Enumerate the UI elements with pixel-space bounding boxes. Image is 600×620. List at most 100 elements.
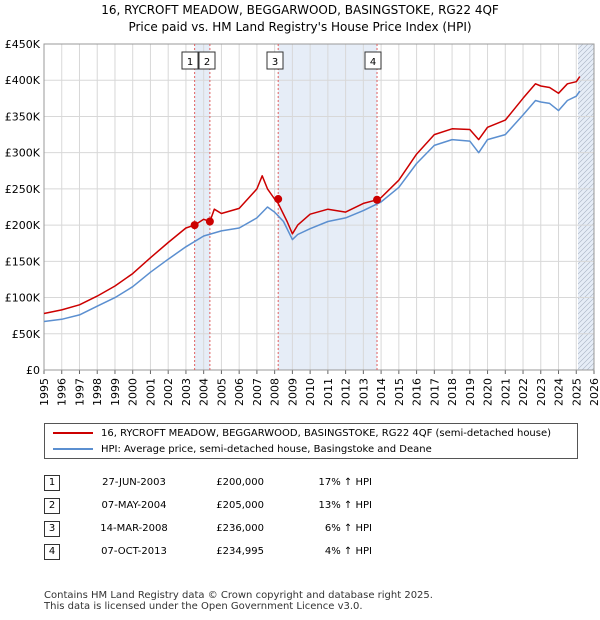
hatch-line: [578, 117, 595, 135]
y-tick-label: £350K: [5, 110, 41, 123]
hatch-line: [578, 302, 595, 320]
hatch-line: [578, 44, 594, 60]
hatch-line: [578, 327, 595, 345]
hatch-line: [578, 212, 595, 230]
sale-marker-label: 3: [272, 57, 278, 68]
x-tick-label: 2018: [446, 378, 459, 406]
y-tick-label: £300K: [5, 147, 41, 160]
hatch-line: [578, 127, 595, 145]
sale-marker-box: [198, 51, 216, 70]
hatch-line: [578, 332, 595, 350]
property-price-line: [43, 76, 581, 315]
sale-point: [274, 195, 283, 204]
hatch-line: [578, 207, 595, 225]
chart-title: 16, RYCROFT MEADOW, BEGGARWOOD, BASINGST…: [101, 3, 499, 17]
sale-point: [373, 195, 382, 204]
hatch-line: [578, 72, 595, 90]
property-line-swatch: [53, 432, 93, 434]
shaded-span: [578, 44, 594, 370]
sale-number-badge: 3: [44, 521, 60, 537]
hatch-line: [578, 44, 579, 45]
sale-date: 27-JUN-2003: [102, 477, 166, 488]
hatch-line: [578, 157, 595, 175]
sale-hpi-diff: 6% ↑ HPI: [324, 523, 372, 534]
sale-price: £205,000: [216, 500, 264, 511]
hatch-line: [578, 152, 595, 170]
x-tick-label: 2024: [553, 378, 566, 406]
sale-point: [190, 221, 199, 230]
hatch-line: [578, 352, 595, 370]
x-tick-label: 2020: [482, 378, 495, 406]
sale-marker-box: [364, 51, 382, 70]
sale-date: 07-MAY-2004: [101, 500, 167, 511]
chart-subtitle: Price paid vs. HM Land Registry's House …: [128, 20, 472, 34]
sale-point: [205, 217, 214, 226]
hatch-line: [578, 167, 595, 185]
x-tick-label: 2015: [393, 378, 406, 406]
y-tick-label: £100K: [5, 292, 41, 305]
x-tick-label: 2008: [269, 378, 282, 406]
hatch-line: [578, 297, 595, 315]
hatch-line: [578, 52, 595, 70]
x-tick-label: 2014: [375, 378, 388, 406]
sale-hpi-diff: 4% ↑ HPI: [324, 546, 372, 557]
hatch-line: [578, 322, 595, 340]
sale-marker-box: [266, 51, 284, 70]
x-tick-label: 2012: [340, 378, 353, 406]
x-tick-label: 2022: [517, 378, 530, 406]
hatch-line: [586, 362, 595, 370]
x-tick-label: 1998: [91, 378, 104, 406]
legend-label-hpi: HPI: Average price, semi-detached house,…: [101, 444, 432, 455]
hatch-line: [578, 182, 595, 200]
x-tick-label: 2021: [499, 378, 512, 406]
hatch-line: [578, 197, 595, 215]
hatch-line: [578, 342, 595, 360]
shaded-span: [194, 44, 210, 370]
hatch-line: [578, 227, 595, 245]
y-tick-label: £200K: [5, 219, 41, 232]
sale-price: £200,000: [216, 477, 264, 488]
hatch-line: [578, 292, 595, 310]
sale-number-badge: 4: [44, 544, 60, 560]
hatch-line: [578, 82, 595, 100]
x-tick-label: 2005: [215, 378, 228, 406]
x-tick-label: 1995: [38, 378, 51, 406]
hatch-line: [578, 242, 595, 260]
hatch-line: [581, 357, 595, 370]
y-tick-label: £400K: [5, 74, 41, 87]
sale-date: 14-MAR-2008: [100, 523, 168, 534]
hatch-line: [578, 87, 595, 105]
hatch-line: [578, 137, 595, 155]
price-chart: £0 £50K £100K £150K £200K £250K £300K £350K £400…: [5, 38, 600, 406]
hatch-line: [578, 347, 595, 365]
x-tick-label: 2006: [233, 378, 246, 406]
sale-price: £236,000: [216, 523, 264, 534]
x-tick-label: 2019: [464, 378, 477, 406]
hatch-line: [578, 112, 595, 130]
x-tick-label: 2010: [304, 378, 317, 406]
x-tick-label: 2003: [180, 378, 193, 406]
x-tick-label: 2023: [535, 378, 548, 406]
sale-marker-label: 2: [204, 57, 210, 68]
sale-price: £234,995: [216, 546, 264, 557]
hatch-line: [578, 312, 595, 330]
hatch-line: [578, 62, 595, 80]
y-tick-label: £150K: [5, 255, 41, 268]
sale-marker-box: [181, 51, 199, 70]
footer: Contains HM Land Registry data © Crown c…: [44, 590, 433, 612]
hatch-line: [578, 44, 589, 55]
y-tick-label: £50K: [12, 328, 41, 341]
x-tick-label: 2026: [588, 378, 600, 406]
x-tick-label: 2009: [286, 378, 299, 406]
x-tick-label: 2004: [198, 378, 211, 406]
hatch-line: [578, 272, 595, 290]
x-tick-label: 1996: [56, 378, 69, 406]
hatch-line: [578, 162, 595, 180]
hpi-line-swatch: [53, 448, 93, 450]
hatch-line: [578, 317, 595, 335]
y-tick-label: £250K: [5, 183, 41, 196]
licence-notice: This data is licensed under the Open Gov…: [44, 601, 363, 612]
hatch-line: [578, 237, 595, 255]
x-tick-label: 2016: [411, 378, 424, 406]
y-tick-label: £0: [26, 364, 40, 377]
